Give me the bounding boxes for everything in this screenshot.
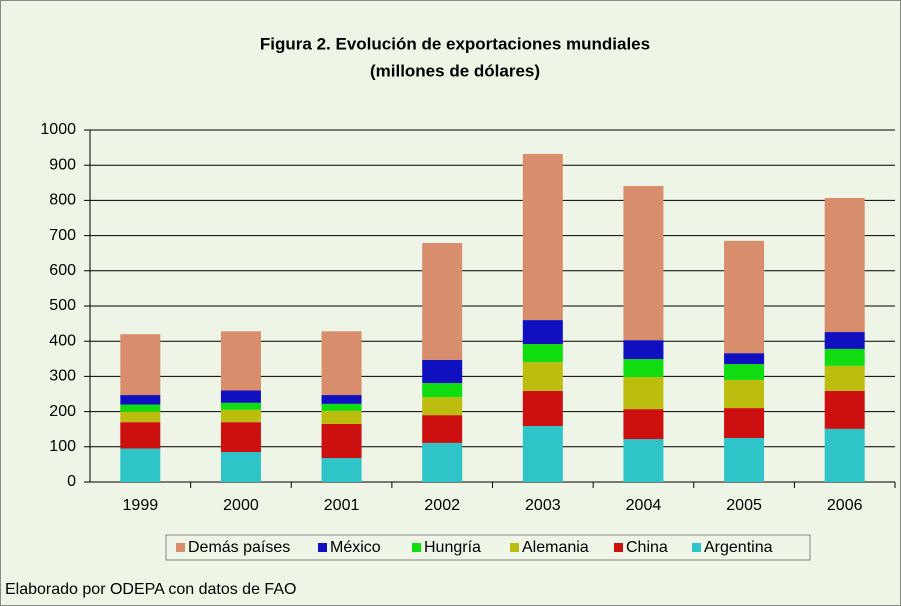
bar-segment xyxy=(422,397,463,416)
bar-segment xyxy=(422,442,463,482)
bar-segment xyxy=(321,410,362,424)
legend-label: Alemania xyxy=(522,539,589,556)
legend-swatch xyxy=(176,543,185,552)
legend-swatch xyxy=(510,543,519,552)
x-tick-label: 2002 xyxy=(424,497,460,514)
x-tick-label: 2000 xyxy=(223,497,259,514)
legend-swatch xyxy=(614,543,623,552)
bar-segment xyxy=(120,395,161,405)
bar-segment xyxy=(220,422,261,453)
y-tick-label: 400 xyxy=(49,332,76,349)
bar-segment xyxy=(422,242,463,360)
bar-segment xyxy=(120,448,161,482)
chart-subtitle: (millones de dólares) xyxy=(370,61,540,80)
bar-segment xyxy=(522,390,563,427)
bar-segment xyxy=(120,422,161,449)
y-tick-label: 200 xyxy=(49,403,76,420)
bar-segment xyxy=(724,240,765,354)
legend-label: Hungría xyxy=(424,539,481,556)
bar-segment xyxy=(321,331,362,396)
legend-box xyxy=(165,534,811,561)
y-tick-label: 500 xyxy=(49,297,76,314)
bar-segment xyxy=(623,409,664,440)
bar-segment xyxy=(623,359,664,378)
bar-segment xyxy=(422,383,463,398)
legend-label: México xyxy=(330,539,381,556)
bar-segment xyxy=(220,402,261,410)
bar-segment xyxy=(120,404,161,412)
legend-swatch xyxy=(318,543,327,552)
x-tick-label: 2005 xyxy=(726,497,762,514)
bar-segment xyxy=(522,153,563,321)
x-tick-label: 2003 xyxy=(525,497,561,514)
bar-segment xyxy=(724,379,765,409)
bar-segment xyxy=(522,344,563,362)
bar-segment xyxy=(220,331,261,391)
y-tick-label: 300 xyxy=(49,368,76,385)
legend-label: Argentina xyxy=(704,539,773,556)
source-note: Elaborado por ODEPA con datos de FAO xyxy=(5,581,296,598)
legend-swatch xyxy=(692,543,701,552)
bar-segment xyxy=(824,365,865,391)
chart-title: Figura 2. Evolución de exportaciones mun… xyxy=(260,34,650,53)
x-tick-label: 2001 xyxy=(324,497,360,514)
bar-segment xyxy=(220,409,261,423)
y-tick-label: 0 xyxy=(67,473,76,490)
legend-label: Demás países xyxy=(188,539,290,556)
bar-segment xyxy=(220,452,261,482)
bar-segment xyxy=(724,408,765,438)
bar-segment xyxy=(623,377,664,410)
bar-segment xyxy=(522,320,563,345)
y-tick-label: 600 xyxy=(49,262,76,279)
bar-segment xyxy=(321,395,362,404)
bar-segment xyxy=(120,334,161,396)
bar-segment xyxy=(422,359,463,384)
bar-segment xyxy=(724,353,765,365)
y-tick-label: 100 xyxy=(49,438,76,455)
bar-segment xyxy=(321,458,362,482)
bar-segment xyxy=(824,332,865,349)
bar-segment xyxy=(220,390,261,403)
x-tick-label: 2006 xyxy=(827,497,863,514)
bar-segment xyxy=(321,403,362,411)
x-tick-label: 2004 xyxy=(626,497,662,514)
bar-segment xyxy=(824,428,865,482)
y-tick-label: 700 xyxy=(49,227,76,244)
bar-segment xyxy=(120,411,161,423)
legend-label: China xyxy=(626,539,668,556)
bar-segment xyxy=(522,426,563,482)
bar-segment xyxy=(623,340,664,360)
y-tick-label: 900 xyxy=(49,156,76,173)
bar-segment xyxy=(522,361,563,391)
bar-segment xyxy=(623,439,664,482)
bar-segment xyxy=(321,423,362,459)
x-tick-label: 1999 xyxy=(123,497,159,514)
bar-segment xyxy=(724,364,765,380)
y-tick-label: 1000 xyxy=(40,121,76,138)
bar-segment xyxy=(724,438,765,482)
bar-segment xyxy=(824,348,865,366)
bar-segment xyxy=(824,197,865,333)
bar-segment xyxy=(623,185,664,341)
bar-segment xyxy=(422,415,463,443)
legend-swatch xyxy=(412,543,421,552)
bar-segment xyxy=(824,390,865,429)
y-tick-label: 800 xyxy=(49,192,76,209)
